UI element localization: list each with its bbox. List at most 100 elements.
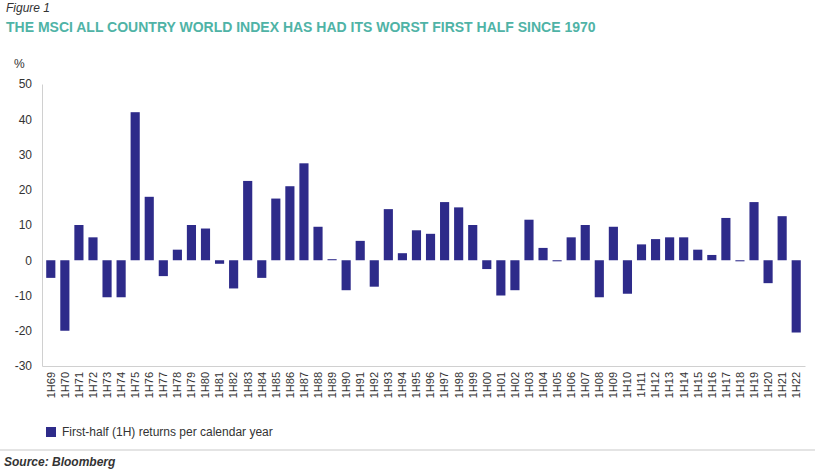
- y-axis-line: [42, 85, 43, 367]
- bar: [764, 260, 773, 283]
- bar: [384, 209, 393, 260]
- x-tick-label: 1H73: [101, 372, 113, 398]
- bar: [524, 220, 533, 261]
- bar: [159, 260, 168, 276]
- y-tick-label: 40: [19, 113, 33, 127]
- bar: [257, 260, 266, 278]
- y-tick: 0: [25, 254, 42, 268]
- bar: [553, 260, 562, 261]
- legend-swatch: [46, 427, 56, 437]
- bars: [46, 112, 801, 332]
- x-tick-label: 1H15: [692, 372, 704, 398]
- x-tick-label: 1H20: [762, 372, 774, 398]
- x-tick: 1H05: [551, 366, 563, 398]
- y-tick: 30: [19, 148, 42, 162]
- y-tick: 40: [19, 113, 42, 127]
- x-tick: 1H82: [227, 366, 239, 398]
- bar: [173, 250, 182, 261]
- x-tick-label: 1H87: [298, 372, 310, 398]
- x-tick-label: 1H09: [607, 372, 619, 398]
- x-tick-label: 1H17: [720, 372, 732, 398]
- y-axis-label: %: [14, 57, 25, 71]
- x-tick: 1H74: [115, 366, 127, 398]
- x-tick-label: 1H69: [45, 372, 57, 398]
- x-tick: 1H87: [298, 366, 310, 398]
- x-tick-label: 1H10: [621, 372, 633, 398]
- bar: [243, 181, 252, 260]
- bar: [538, 248, 547, 260]
- x-tick: 1H96: [424, 366, 436, 398]
- x-tick: 1H93: [382, 366, 394, 398]
- x-tick-label: 1H00: [481, 372, 493, 398]
- x-tick-label: 1H13: [663, 372, 675, 398]
- y-tick: 10: [19, 218, 42, 232]
- x-tick: 1H00: [481, 366, 493, 398]
- bar: [356, 241, 365, 260]
- bar: [496, 260, 505, 295]
- bar: [412, 230, 421, 260]
- y-tick: 50: [19, 77, 42, 91]
- x-tick: 1H95: [410, 366, 422, 398]
- x-tick: 1H94: [396, 366, 408, 398]
- x-tick: 1H81: [213, 366, 225, 398]
- bar: [271, 199, 280, 261]
- y-tick: -30: [15, 359, 42, 373]
- x-tick: 1H03: [523, 366, 535, 398]
- x-tick: 1H11: [635, 366, 647, 397]
- x-tick-label: 1H92: [368, 372, 380, 398]
- x-tick: 1H72: [87, 366, 99, 398]
- x-tick: 1H80: [199, 366, 211, 398]
- x-tick-label: 1H90: [340, 372, 352, 398]
- x-tick: 1H14: [678, 366, 690, 398]
- y-tick-label: -30: [15, 359, 33, 373]
- x-tick-label: 1H11: [635, 372, 647, 397]
- x-tick-label: 1H91: [354, 372, 366, 398]
- x-tick: 1H15: [692, 366, 704, 398]
- x-tick: 1H16: [706, 366, 718, 398]
- x-tick-label: 1H16: [706, 372, 718, 398]
- x-tick: 1H73: [101, 366, 113, 398]
- x-tick: 1H19: [748, 366, 760, 398]
- x-tick-label: 1H06: [565, 372, 577, 398]
- x-tick-label: 1H84: [256, 372, 268, 398]
- x-tick: 1H20: [762, 366, 774, 398]
- x-tick-label: 1H04: [537, 372, 549, 398]
- bar: [102, 260, 111, 297]
- x-tick: 1H70: [59, 366, 71, 398]
- x-axis-line: [43, 366, 806, 367]
- x-tick: 1H17: [720, 366, 732, 398]
- x-tick: 1H04: [537, 366, 549, 398]
- bar: [131, 112, 140, 260]
- x-tick: 1H75: [129, 366, 141, 398]
- y-tick: -20: [15, 324, 42, 338]
- x-tick: 1H06: [565, 366, 577, 398]
- bar: [285, 186, 294, 260]
- y-tick-label: -20: [15, 324, 33, 338]
- x-tick-label: 1H93: [382, 372, 394, 398]
- bar: [665, 237, 674, 260]
- x-tick-label: 1H81: [213, 372, 225, 398]
- x-tick: 1H13: [663, 366, 675, 398]
- x-tick-label: 1H01: [495, 372, 507, 398]
- bar: [370, 260, 379, 286]
- bar: [145, 197, 154, 260]
- x-tick-label: 1H07: [579, 372, 591, 398]
- bar: [201, 229, 210, 261]
- x-tick-label: 1H18: [734, 372, 746, 398]
- x-tick-label: 1H99: [467, 372, 479, 398]
- bar: [342, 260, 351, 290]
- bar: [88, 237, 97, 260]
- footer-rule: [0, 450, 815, 451]
- bar: [623, 260, 632, 293]
- source: Source: Bloomberg: [4, 455, 116, 469]
- bar: [693, 250, 702, 261]
- x-tick-label: 1H19: [748, 372, 760, 398]
- x-tick-label: 1H78: [171, 372, 183, 398]
- x-tick-label: 1H89: [326, 372, 338, 398]
- bar: [468, 225, 477, 260]
- x-tick-label: 1H03: [523, 372, 535, 398]
- x-tick: 1H07: [579, 366, 591, 398]
- y-tick-label: 50: [19, 77, 33, 91]
- x-tick: 1H22: [790, 366, 802, 398]
- x-tick-label: 1H86: [284, 372, 296, 398]
